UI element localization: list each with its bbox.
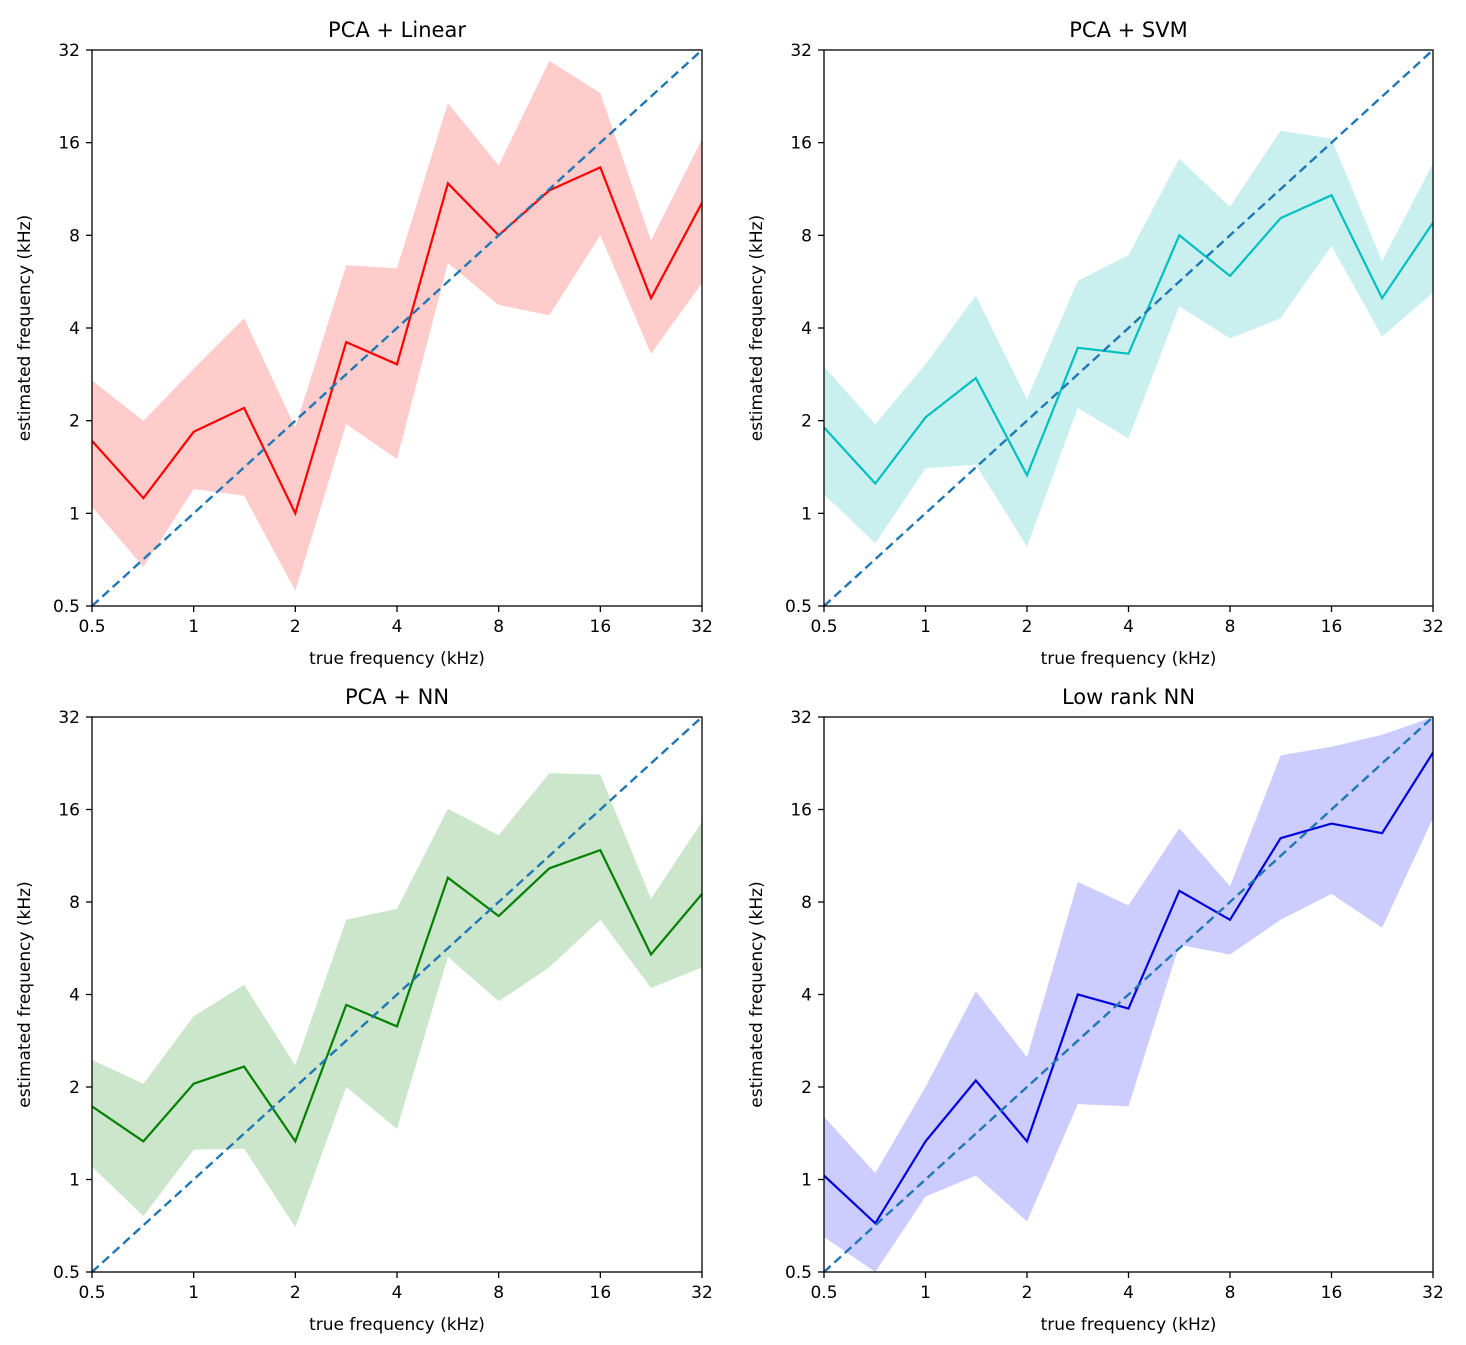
chart-title: PCA + Linear xyxy=(328,18,466,42)
x-tick-label: 16 xyxy=(1321,617,1343,637)
x-tick-label: 8 xyxy=(493,617,504,637)
y-tick-label: 8 xyxy=(801,893,812,913)
x-tick-label: 1 xyxy=(920,1283,931,1303)
y-tick-label: 2 xyxy=(69,1078,80,1098)
x-tick-label: 16 xyxy=(1321,1283,1343,1303)
y-tick-label: 4 xyxy=(801,319,812,339)
x-tick-label: 4 xyxy=(1123,617,1134,637)
y-tick-label: 8 xyxy=(801,226,812,246)
identity-line xyxy=(91,716,703,1273)
x-tick-label: 0.5 xyxy=(78,617,105,637)
x-tick-label: 0.5 xyxy=(810,1283,837,1303)
panel-4: 0.5 1 2 4 8 16 32 0.5 1 2 4 8 16 32 Low rank NN true fr… xyxy=(747,685,1444,1335)
y-tick-label: 4 xyxy=(801,986,812,1006)
panel-2: 0.5 1 2 4 8 16 32 0.5 1 2 4 8 16 32 PCA + SVM true freq… xyxy=(747,18,1444,669)
panel-3: 0.5 1 2 4 8 16 32 0.5 1 2 4 8 16 32 PCA + NN true frequ… xyxy=(15,685,713,1335)
x-tick-label: 4 xyxy=(392,1283,403,1303)
y-tick-label: 1 xyxy=(69,1171,80,1191)
y-tick-label: 4 xyxy=(69,986,80,1006)
y-tick-label: 0.5 xyxy=(785,1263,812,1283)
x-axis-label: true frequency (kHz) xyxy=(309,1315,485,1335)
y-tick-label: 4 xyxy=(69,319,80,339)
x-tick-label: 16 xyxy=(590,1283,612,1303)
y-tick-label: 16 xyxy=(58,801,80,821)
y-axis-label: estimated frequency (kHz) xyxy=(15,881,35,1108)
y-axis-label: estimated frequency (kHz) xyxy=(15,215,35,442)
x-axis-label: true frequency (kHz) xyxy=(309,649,485,669)
y-axis-label: estimated frequency (kHz) xyxy=(747,881,767,1108)
x-tick-label: 32 xyxy=(1422,617,1444,637)
y-tick-label: 1 xyxy=(69,504,80,524)
confidence-band xyxy=(824,130,1433,547)
y-tick-label: 16 xyxy=(790,134,812,154)
x-tick-label: 4 xyxy=(1123,1283,1134,1303)
y-tick-label: 32 xyxy=(58,41,80,61)
chart-title: Low rank NN xyxy=(1062,685,1195,709)
identity-line xyxy=(823,716,1434,1273)
y-tick-label: 0.5 xyxy=(785,597,812,617)
chart-title: PCA + SVM xyxy=(1069,18,1187,42)
x-tick-label: 8 xyxy=(493,1283,504,1303)
x-tick-label: 1 xyxy=(188,1283,199,1303)
y-tick-label: 8 xyxy=(69,893,80,913)
identity-line xyxy=(91,49,703,607)
mean-line xyxy=(92,165,702,517)
y-tick-label: 0.5 xyxy=(53,1263,80,1283)
mean-line xyxy=(92,848,702,1144)
mean-line xyxy=(824,193,1433,486)
x-tick-label: 32 xyxy=(1422,1283,1444,1303)
identity-line xyxy=(823,49,1434,607)
x-tick-label: 2 xyxy=(1022,617,1033,637)
mean-line xyxy=(824,752,1433,1226)
y-tick-label: 0.5 xyxy=(53,597,80,617)
x-tick-label: 32 xyxy=(691,617,713,637)
x-tick-label: 16 xyxy=(590,617,612,637)
y-axis-label: estimated frequency (kHz) xyxy=(747,215,767,442)
y-tick-label: 1 xyxy=(801,504,812,524)
x-axis-label: true frequency (kHz) xyxy=(1041,1315,1217,1335)
y-tick-label: 16 xyxy=(790,801,812,821)
chart-title: PCA + NN xyxy=(345,685,449,709)
x-tick-label: 8 xyxy=(1225,1283,1236,1303)
y-tick-label: 32 xyxy=(58,708,80,728)
y-tick-label: 1 xyxy=(801,1171,812,1191)
confidence-band xyxy=(92,60,702,591)
panel-1: 0.5 1 2 4 8 16 32 0.5 1 2 4 8 16 32 PCA + Linear true f… xyxy=(15,18,713,669)
y-tick-label: 2 xyxy=(801,412,812,432)
y-tick-label: 16 xyxy=(58,134,80,154)
y-tick-label: 2 xyxy=(69,412,80,432)
confidence-band xyxy=(92,773,702,1228)
y-tick-label: 32 xyxy=(790,41,812,61)
y-tick-label: 2 xyxy=(801,1078,812,1098)
y-tick-label: 8 xyxy=(69,226,80,246)
x-tick-label: 0.5 xyxy=(810,617,837,637)
x-tick-label: 4 xyxy=(392,617,403,637)
x-tick-label: 8 xyxy=(1225,617,1236,637)
x-tick-label: 0.5 xyxy=(78,1283,105,1303)
x-tick-label: 2 xyxy=(1022,1283,1033,1303)
x-tick-label: 1 xyxy=(188,617,199,637)
x-tick-label: 1 xyxy=(920,617,931,637)
x-axis-label: true frequency (kHz) xyxy=(1041,649,1217,669)
x-tick-label: 2 xyxy=(290,617,301,637)
x-tick-label: 2 xyxy=(290,1283,301,1303)
y-tick-label: 32 xyxy=(790,708,812,728)
x-tick-label: 32 xyxy=(691,1283,713,1303)
